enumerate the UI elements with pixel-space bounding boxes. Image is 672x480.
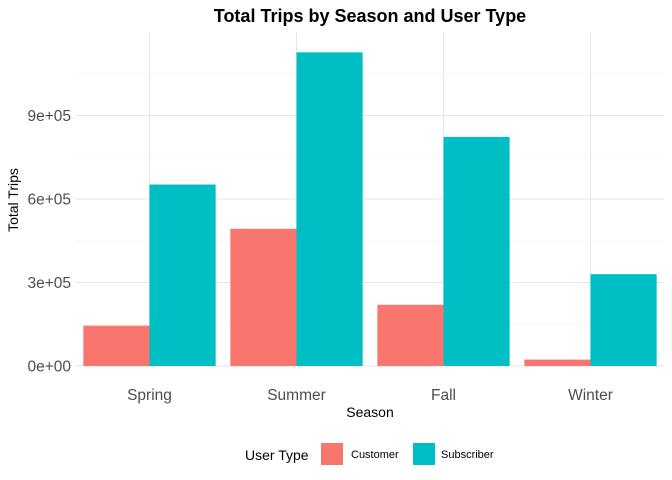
- y-tick-label: 3e+05: [27, 275, 71, 292]
- bar-customer-spring: [83, 325, 150, 366]
- x-tick-label: Fall: [431, 387, 456, 404]
- bar-customer-summer: [230, 228, 297, 366]
- bars: [83, 52, 657, 367]
- x-tick-label: Winter: [568, 387, 613, 404]
- y-axis-title: Total Trips: [5, 168, 21, 232]
- chart-title: Total Trips by Season and User Type: [214, 6, 526, 26]
- y-tick-label: 9e+05: [27, 108, 71, 125]
- legend-key-subscriber: [413, 443, 435, 465]
- bar-customer-winter: [524, 359, 591, 366]
- legend-label-customer: Customer: [351, 449, 399, 461]
- legend-title: User Type: [245, 447, 309, 463]
- x-axis-ticks: Spring Summer Fall Winter: [127, 387, 613, 404]
- y-axis-ticks: 0e+00 3e+05 6e+05 9e+05: [27, 108, 71, 376]
- bar-subscriber-winter: [590, 274, 657, 366]
- x-axis-title: Season: [346, 404, 393, 420]
- bar-subscriber-fall: [443, 136, 510, 366]
- y-tick-label: 6e+05: [27, 192, 71, 209]
- bar-customer-fall: [377, 304, 444, 366]
- bar-subscriber-summer: [296, 52, 363, 367]
- y-tick-label: 0e+00: [27, 359, 71, 376]
- x-tick-label: Spring: [127, 387, 172, 404]
- legend-label-subscriber: Subscriber: [441, 449, 494, 461]
- legend-key-customer: [321, 443, 343, 465]
- bar-subscriber-spring: [149, 184, 216, 366]
- legend: User Type Customer Subscriber: [245, 443, 494, 465]
- x-tick-label: Summer: [267, 387, 326, 404]
